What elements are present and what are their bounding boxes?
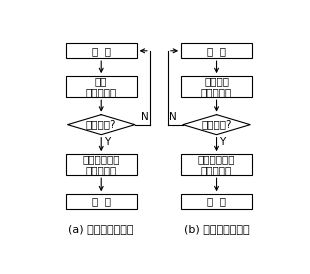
Text: 开  始: 开 始 bbox=[92, 46, 111, 56]
Bar bbox=[66, 194, 137, 209]
Text: N: N bbox=[169, 112, 177, 122]
Text: Y: Y bbox=[219, 137, 226, 147]
Text: 发送完毕?: 发送完毕? bbox=[201, 120, 232, 130]
Bar bbox=[66, 44, 137, 58]
Text: 设置数据发送
完毕标志位: 设置数据发送 完毕标志位 bbox=[198, 154, 235, 176]
Text: (b) 数据发送子程序: (b) 数据发送子程序 bbox=[184, 224, 249, 234]
Polygon shape bbox=[183, 115, 250, 135]
Text: 开  始: 开 始 bbox=[207, 46, 226, 56]
Bar bbox=[66, 154, 137, 175]
Text: N: N bbox=[141, 112, 149, 122]
Text: 读取
寄存器数据: 读取 寄存器数据 bbox=[86, 76, 117, 98]
Text: Y: Y bbox=[104, 137, 110, 147]
Text: 写数据到
发送寄存器: 写数据到 发送寄存器 bbox=[201, 76, 232, 98]
Bar bbox=[66, 76, 137, 97]
Text: 返  回: 返 回 bbox=[207, 197, 226, 207]
Text: 设置数据接收
完毕标志位: 设置数据接收 完毕标志位 bbox=[82, 154, 120, 176]
Bar bbox=[181, 194, 252, 209]
Text: 返  回: 返 回 bbox=[92, 197, 111, 207]
Polygon shape bbox=[68, 115, 135, 135]
Text: 接收完毕?: 接收完毕? bbox=[86, 120, 117, 130]
Bar bbox=[181, 154, 252, 175]
Bar bbox=[181, 76, 252, 97]
Bar bbox=[181, 44, 252, 58]
Text: (a) 数据接收子程序: (a) 数据接收子程序 bbox=[69, 224, 134, 234]
